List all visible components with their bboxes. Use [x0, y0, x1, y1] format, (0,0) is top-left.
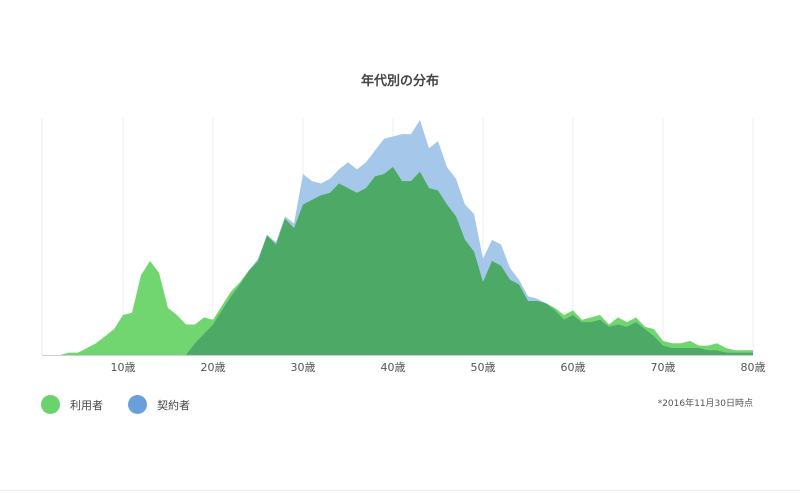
footer-divider	[0, 490, 800, 491]
legend-marker-users	[41, 395, 60, 414]
legend-label-users: 利用者	[70, 398, 103, 412]
x-tick-label: 80歳	[741, 361, 766, 374]
legend: 利用者 契約者	[41, 395, 215, 414]
overlap-area	[42, 167, 753, 355]
legend-item-contracts[interactable]: 契約者	[128, 395, 190, 414]
legend-label-contracts: 契約者	[157, 398, 190, 412]
x-tick-label: 60歳	[561, 361, 586, 374]
legend-item-users[interactable]: 利用者	[41, 395, 103, 414]
x-tick-label: 20歳	[201, 361, 226, 374]
x-tick-label: 40歳	[381, 361, 406, 374]
chart-title: 年代別の分布	[360, 74, 439, 89]
x-axis: 10歳 20歳 30歳 40歳 50歳 60歳 70歳 80歳	[42, 355, 766, 374]
date-note: *2016年11月30日時点	[657, 399, 753, 409]
x-tick-label: 50歳	[471, 361, 496, 374]
x-tick-label: 70歳	[651, 361, 676, 374]
area-layer	[42, 120, 753, 355]
x-tick-label: 10歳	[111, 361, 136, 374]
x-tick-label: 30歳	[291, 361, 316, 374]
legend-marker-contracts	[128, 395, 147, 414]
